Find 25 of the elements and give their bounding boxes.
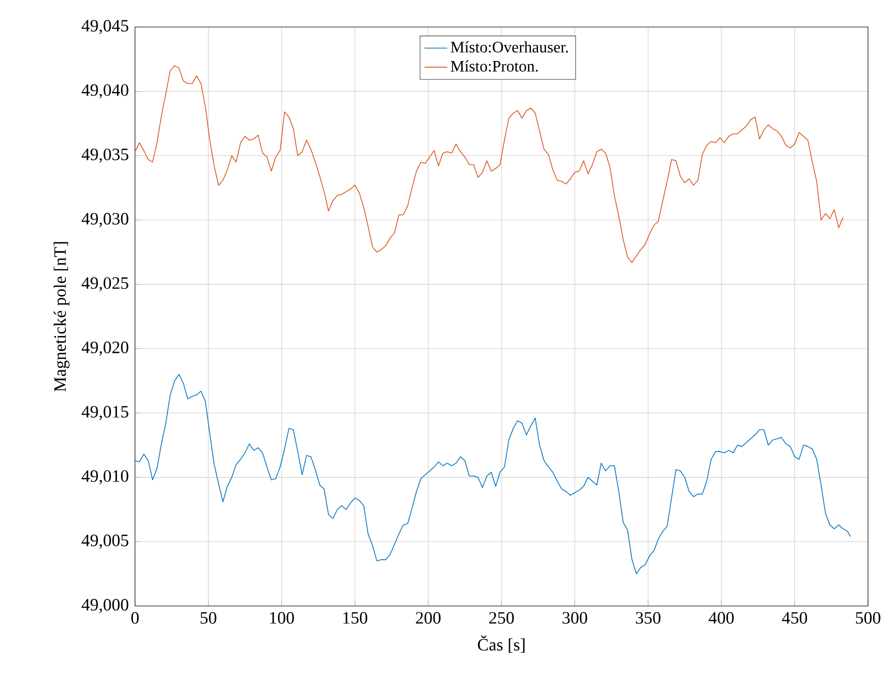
y-tick-label: 49,010: [82, 470, 128, 484]
y-tick-label: 49,005: [82, 534, 128, 549]
x-tick-label: 400: [708, 612, 734, 624]
legend-label: Místo:Proton.: [450, 60, 538, 72]
x-tick-label: 100: [270, 612, 294, 624]
x-axis-title: Čas [s]: [478, 636, 525, 653]
x-tick-label: 50: [200, 612, 216, 624]
x-tick-label: 150: [343, 612, 368, 624]
x-tick-label: 300: [562, 612, 588, 624]
x-tick-label: 450: [782, 612, 808, 624]
y-tick-label: 49,040: [82, 84, 128, 98]
y-tick-label: 49,020: [82, 342, 128, 356]
y-tick-label: 49,035: [82, 148, 128, 163]
x-tick-label: 500: [856, 612, 880, 624]
x-tick-label: 250: [489, 612, 514, 624]
x-tick-label: 0: [131, 612, 139, 624]
y-tick-label: 49,045: [82, 20, 128, 34]
y-tick-label: 49,030: [82, 212, 128, 228]
legend-label: Místo:Overhauser.: [450, 41, 568, 53]
y-tick-label: 49,025: [82, 277, 128, 292]
y-axis-title: Magnetické pole [nT]: [54, 242, 70, 392]
x-tick-label: 200: [416, 612, 441, 624]
y-tick-label: 49,000: [82, 598, 128, 614]
x-tick-label: 350: [636, 612, 660, 624]
y-tick-label: 49,015: [82, 406, 128, 420]
